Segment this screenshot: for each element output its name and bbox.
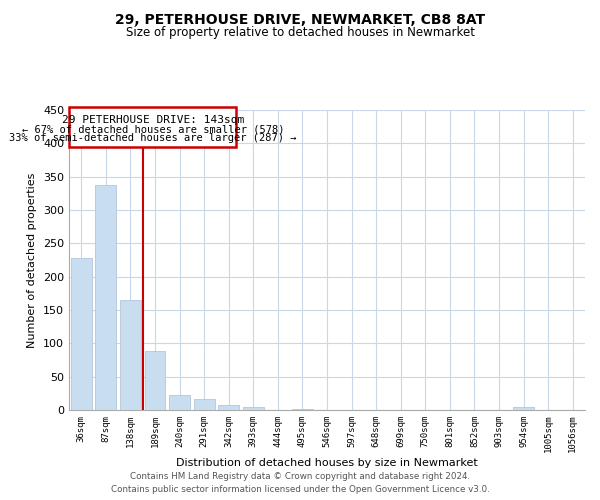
Text: 33% of semi-detached houses are larger (287) →: 33% of semi-detached houses are larger (… bbox=[9, 134, 296, 143]
Bar bbox=[292, 408, 313, 410]
Text: Contains HM Land Registry data © Crown copyright and database right 2024.
Contai: Contains HM Land Registry data © Crown c… bbox=[110, 472, 490, 494]
Text: ← 67% of detached houses are smaller (578): ← 67% of detached houses are smaller (57… bbox=[22, 124, 284, 134]
Bar bbox=[513, 408, 534, 410]
Bar bbox=[169, 394, 190, 410]
Bar bbox=[218, 406, 239, 410]
Bar bbox=[145, 350, 166, 410]
Bar bbox=[70, 106, 236, 146]
Bar bbox=[71, 258, 92, 410]
Y-axis label: Number of detached properties: Number of detached properties bbox=[28, 172, 37, 348]
Text: Size of property relative to detached houses in Newmarket: Size of property relative to detached ho… bbox=[125, 26, 475, 39]
Text: 29 PETERHOUSE DRIVE: 143sqm: 29 PETERHOUSE DRIVE: 143sqm bbox=[62, 114, 244, 124]
Bar bbox=[243, 406, 264, 410]
Bar bbox=[194, 398, 215, 410]
Text: 29, PETERHOUSE DRIVE, NEWMARKET, CB8 8AT: 29, PETERHOUSE DRIVE, NEWMARKET, CB8 8AT bbox=[115, 12, 485, 26]
Bar bbox=[95, 184, 116, 410]
X-axis label: Distribution of detached houses by size in Newmarket: Distribution of detached houses by size … bbox=[176, 458, 478, 468]
Bar bbox=[120, 300, 141, 410]
